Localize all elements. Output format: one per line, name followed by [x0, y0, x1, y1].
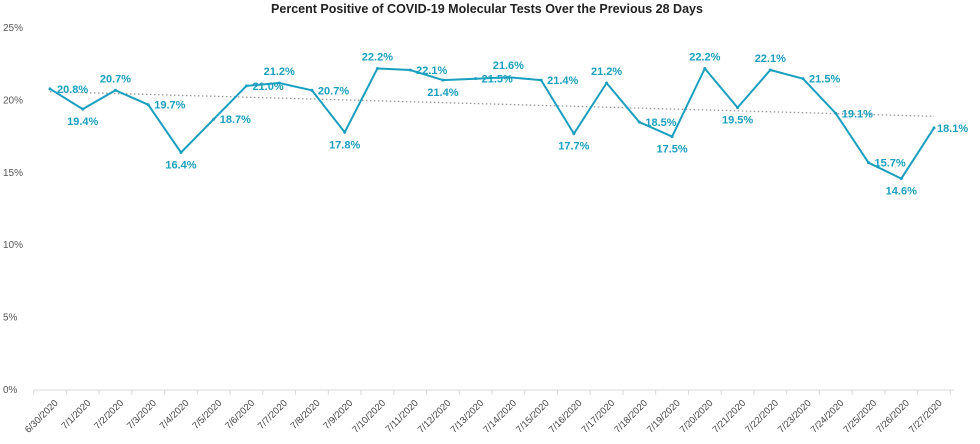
data-label: 19.1%	[842, 108, 873, 120]
data-label: 21.4%	[547, 75, 578, 87]
data-label: 18.5%	[645, 117, 676, 129]
series-percent-positive	[48, 67, 936, 181]
data-point	[408, 68, 412, 72]
data-point	[670, 135, 674, 139]
x-tick-label: 7/15/2020	[514, 398, 552, 436]
y-tick-label: 25%	[3, 23, 23, 34]
data-point	[703, 67, 707, 71]
data-label: 22.1%	[755, 53, 786, 65]
x-tick-label: 7/1/2020	[59, 398, 93, 432]
data-point	[572, 132, 576, 136]
x-tick-label: 7/12/2020	[416, 398, 454, 436]
data-label: 21.2%	[264, 66, 295, 78]
x-tick-label: 7/5/2020	[190, 398, 224, 432]
data-point	[506, 75, 510, 79]
data-point	[834, 111, 838, 115]
y-tick-label: 5%	[3, 313, 18, 324]
data-label: 19.5%	[722, 115, 753, 127]
x-tick-label: 7/19/2020	[645, 398, 683, 436]
data-point	[441, 78, 445, 82]
data-point	[801, 77, 805, 81]
data-label: 21.6%	[493, 60, 524, 72]
chart-title: Percent Positive of COVID-19 Molecular T…	[271, 2, 703, 16]
data-point	[179, 151, 183, 155]
data-point	[539, 78, 543, 82]
x-tick-label: 7/17/2020	[580, 398, 618, 436]
x-tick-label: 7/3/2020	[125, 398, 159, 432]
data-label: 20.8%	[57, 84, 88, 96]
data-label: 17.5%	[656, 144, 687, 156]
x-tick-label: 7/14/2020	[481, 398, 519, 436]
x-tick-label: 6/30/2020	[23, 398, 61, 436]
data-point	[212, 117, 216, 121]
x-tick-label: 7/13/2020	[449, 398, 487, 436]
x-tick-label: 7/24/2020	[809, 398, 847, 436]
x-tick-label: 7/11/2020	[384, 398, 421, 435]
x-tick-label: 7/7/2020	[256, 398, 290, 432]
series-line	[49, 67, 935, 180]
data-label: 16.4%	[165, 160, 196, 172]
x-tick-label: 7/2/2020	[92, 398, 126, 432]
data-label: 18.7%	[220, 114, 251, 126]
data-point	[932, 126, 936, 130]
data-point	[310, 88, 314, 92]
data-point	[899, 177, 903, 181]
data-point	[605, 81, 609, 85]
x-tick-label: 7/22/2020	[743, 398, 781, 436]
data-label: 21.4%	[427, 87, 458, 99]
data-label: 21.0%	[252, 81, 283, 93]
x-tick-label: 7/26/2020	[874, 398, 912, 436]
y-tick-label: 20%	[3, 95, 23, 106]
x-tick-label: 7/18/2020	[612, 398, 650, 436]
data-label: 19.7%	[154, 100, 185, 112]
data-label: 20.7%	[100, 73, 131, 85]
data-point	[768, 68, 772, 72]
data-point	[637, 120, 641, 124]
x-tick-label: 7/16/2020	[547, 398, 585, 436]
data-point	[277, 81, 281, 85]
data-point	[474, 77, 478, 81]
data-label: 14.6%	[886, 186, 917, 198]
x-tick-label: 7/21/2020	[711, 398, 749, 436]
x-tick-label: 7/8/2020	[289, 398, 323, 432]
data-point	[81, 107, 85, 111]
data-point	[244, 84, 248, 88]
data-point	[113, 88, 117, 92]
x-tick-label: 7/27/2020	[907, 398, 945, 436]
data-label: 19.4%	[67, 116, 98, 128]
data-label: 21.5%	[482, 74, 513, 86]
x-axis: 6/30/20207/1/20207/2/20207/3/20207/4/202…	[23, 389, 954, 436]
x-tick-label: 7/6/2020	[223, 398, 257, 432]
data-labels: 20.8% 19.4% 20.7% 19.7% 16.4% 18.7% 21.0% 21.2%…	[57, 52, 968, 198]
x-tick-label: 7/4/2020	[158, 398, 192, 432]
data-label: 22.1%	[416, 65, 447, 77]
data-point	[375, 67, 379, 71]
y-axis: 0% 5% 10% 15% 20% 25%	[3, 23, 23, 396]
data-label: 21.5%	[809, 74, 840, 86]
data-label: 17.7%	[558, 141, 589, 153]
x-tick-label: 7/23/2020	[776, 398, 814, 436]
data-label: 17.8%	[329, 139, 360, 151]
data-label: 22.2%	[689, 52, 720, 64]
data-label: 22.2%	[362, 52, 393, 64]
data-label: 21.2%	[591, 66, 622, 78]
data-point	[48, 87, 52, 91]
x-tick-label: 7/25/2020	[842, 398, 880, 436]
x-tick-label: 7/10/2020	[350, 398, 388, 436]
data-label: 20.7%	[318, 85, 349, 97]
data-point	[736, 106, 740, 110]
y-tick-label: 10%	[3, 240, 23, 251]
y-tick-label: 15%	[3, 168, 23, 179]
data-point	[343, 130, 347, 134]
data-label: 18.1%	[937, 123, 968, 135]
data-label: 15.7%	[875, 158, 906, 170]
data-point	[146, 103, 150, 107]
trendline	[49, 91, 935, 117]
data-point	[867, 161, 871, 165]
x-tick-label: 7/20/2020	[678, 398, 716, 436]
y-tick-label: 0%	[3, 385, 18, 396]
trendline-line	[49, 91, 935, 117]
